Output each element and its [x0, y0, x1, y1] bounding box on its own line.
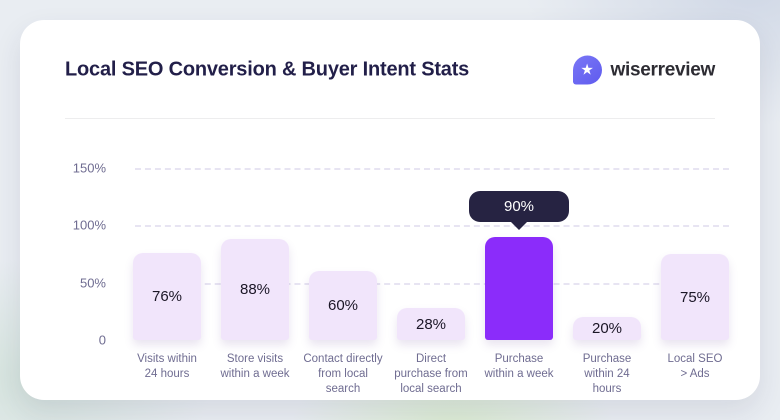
bar-visits-within-24-hours[interactable]: 76%: [133, 253, 201, 340]
bar-value-label: 76%: [151, 288, 183, 305]
bar-value-label: 75%: [679, 288, 711, 306]
x-tick-direct-purchase-from-local-search: Direct purchase from local search: [394, 353, 468, 396]
bars-container: 76% 88% 60% 28% 90% 20% 75%: [133, 160, 729, 340]
gridline-50: [135, 282, 729, 285]
x-tick-visits-within-24-hours: Visits within 24 hours: [137, 353, 197, 381]
y-tick-0: 0: [98, 332, 106, 348]
bar-value-label: 20%: [591, 320, 623, 337]
chart-title: Local SEO Conversion & Buyer Intent Stat…: [65, 58, 470, 81]
bar-value-label: 28%: [415, 315, 447, 333]
star-badge-icon: ★: [572, 55, 602, 85]
x-tick-contact-directly-from-local-search: Contact directly from local search: [303, 353, 383, 396]
tooltip-arrow-icon: [510, 221, 528, 230]
x-tick-local-seo-ads: Local SEO > Ads: [667, 353, 723, 381]
x-axis: Visits within 24 hours Store visits withi…: [133, 352, 729, 398]
bar-direct-purchase-from-local-search[interactable]: 28%: [397, 308, 465, 340]
gridline-100: [135, 225, 729, 227]
x-tick-purchase-within-a-week: Purchase within a week: [484, 353, 554, 381]
bar-purchase-within-24-hours[interactable]: 20%: [573, 317, 641, 340]
y-tick-100: 100%: [72, 217, 106, 233]
bar-value-label: 60%: [327, 297, 359, 314]
x-tick-purchase-within-24-hours: Purchase within 24 hours: [582, 353, 632, 396]
brand-name: wiserreview: [610, 59, 716, 80]
star-icon: ★: [580, 61, 594, 78]
tooltip: 90%: [469, 191, 569, 230]
plot-area: 76% 88% 60% 28% 90% 20% 75%: [133, 160, 729, 340]
y-tick-50: 50%: [79, 275, 106, 290]
bar-purchase-within-a-week[interactable]: 90%: [469, 191, 569, 340]
bar-value-label: 88%: [239, 281, 271, 298]
bar-store-visits-within-a-week[interactable]: 88%: [221, 239, 289, 340]
gridline-150: [135, 167, 729, 170]
stats-card: Local SEO Conversion & Buyer Intent Stat…: [20, 20, 760, 400]
bar-contact-directly-from-local-search[interactable]: 60%: [309, 271, 377, 340]
y-tick-150: 150%: [72, 160, 106, 175]
x-tick-store-visits-within-a-week: Store visits within a week: [220, 353, 290, 381]
brand-logo: ★ wiserreview: [572, 55, 716, 85]
bar-local-seo-ads[interactable]: 75%: [661, 254, 729, 340]
y-axis: 0 50% 100% 150%: [20, 160, 106, 348]
header-divider: [65, 118, 715, 119]
